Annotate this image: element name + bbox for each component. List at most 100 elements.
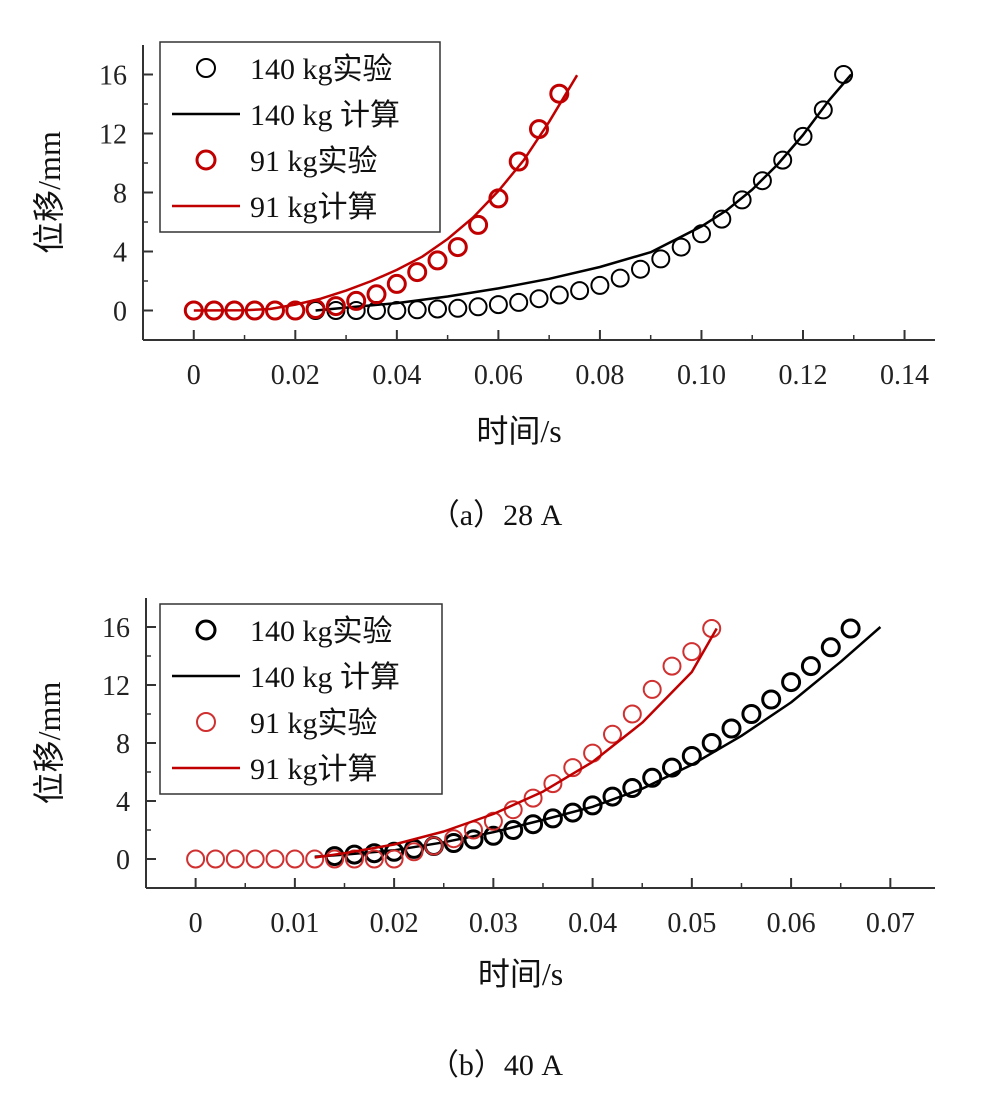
- data-point: [509, 292, 529, 312]
- data-point: [285, 300, 306, 321]
- data-point: [186, 849, 206, 869]
- data-point: [206, 849, 225, 869]
- data-point: [793, 126, 813, 146]
- data-point: [813, 100, 833, 120]
- x-tick-label: 0: [189, 908, 203, 939]
- data-point: [443, 833, 464, 853]
- data-point: [265, 849, 285, 869]
- data-point: [773, 150, 793, 170]
- legend-marker-swatch: [196, 58, 216, 78]
- data-point: [682, 642, 702, 662]
- data-point: [427, 250, 448, 271]
- data-point: [225, 849, 245, 869]
- data-point: [834, 65, 854, 84]
- x-tick-label: 0.10: [677, 360, 726, 391]
- data-point: [570, 281, 590, 301]
- data-point: [508, 151, 529, 172]
- data-point: [404, 842, 424, 862]
- data-point: [483, 825, 504, 846]
- figure-caption: （a）28 A: [430, 499, 563, 532]
- x-axis-label: 时间/s: [476, 413, 561, 449]
- chart-panel-a: 0 0.02 0.04 0.06 0.08 0.10 0.12 0.14 0 4 8 12 16 时间/s…: [31, 41, 935, 532]
- data-point: [741, 704, 762, 724]
- x-tick-label: 0.04: [568, 908, 617, 939]
- x-tick-label: 0.05: [667, 908, 716, 939]
- series-line: [193, 74, 579, 312]
- data-point: [444, 829, 464, 849]
- x-tick-label: 0.14: [880, 360, 929, 391]
- data-point: [583, 743, 603, 763]
- data-point: [631, 259, 650, 279]
- x-tick-label: 0.06: [767, 908, 816, 939]
- data-point: [840, 618, 861, 639]
- figure-caption: （b）40 A: [429, 1049, 563, 1082]
- data-point: [245, 849, 265, 869]
- data-point: [549, 83, 570, 104]
- data-point: [543, 774, 563, 794]
- data-point: [603, 724, 622, 744]
- legend-label: 140 kg实验: [250, 53, 393, 86]
- data-point: [800, 656, 821, 677]
- x-tick-label: 0.02: [370, 908, 419, 939]
- data-point: [662, 656, 682, 676]
- x-tick-label: 0.07: [866, 908, 915, 939]
- y-tick-label: 8: [116, 729, 130, 760]
- data-point: [424, 836, 444, 856]
- y-tick-label: 8: [113, 179, 127, 210]
- x-tick-label: 0.08: [575, 360, 624, 391]
- y-tick-label: 16: [102, 613, 130, 644]
- data-point: [285, 849, 305, 869]
- legend-marker-swatch: [195, 149, 217, 171]
- data-point: [549, 285, 569, 305]
- y-tick-label: 4: [116, 787, 130, 818]
- x-tick-label: 0.02: [271, 360, 320, 391]
- x-axis-label: 时间/s: [478, 956, 563, 992]
- data-point: [671, 237, 691, 257]
- legend-label: 91 kg实验: [250, 145, 378, 178]
- data-point: [692, 224, 711, 244]
- x-tick-label: 0.06: [474, 360, 523, 391]
- data-point: [488, 295, 508, 315]
- legend-box: [159, 603, 443, 795]
- y-tick-label: 4: [113, 238, 127, 269]
- data-point: [407, 262, 428, 283]
- legend-marker-swatch: [195, 619, 217, 641]
- data-point: [386, 273, 407, 294]
- data-point: [366, 284, 387, 305]
- data-point: [468, 297, 488, 317]
- data-point: [702, 619, 722, 638]
- data-point: [364, 849, 384, 869]
- y-axis-label: 位移/mm: [31, 682, 67, 805]
- legend-label: 91 kg实验: [250, 707, 378, 740]
- data-point: [562, 802, 583, 823]
- data-point: [407, 300, 427, 320]
- data-point: [447, 237, 468, 258]
- data-point: [582, 795, 603, 816]
- data-point: [468, 214, 489, 235]
- data-point: [265, 300, 285, 321]
- data-point: [428, 299, 447, 319]
- data-point: [761, 689, 782, 710]
- data-point: [346, 290, 367, 311]
- y-tick-label: 0: [113, 297, 127, 328]
- x-tick-label: 0.03: [469, 908, 518, 939]
- chart-panel-b: 0 0.01 0.02 0.03 0.04 0.05 0.06 0.07 0 4 8 12 16 时间/s…: [31, 598, 935, 1082]
- legend-label: 91 kg计算: [250, 753, 378, 786]
- legend-label: 140 kg 计算: [250, 99, 400, 132]
- series-line: [314, 627, 718, 859]
- data-point: [346, 301, 366, 320]
- data-point: [701, 733, 722, 753]
- x-tick-label: 0.04: [372, 360, 421, 391]
- y-tick-label: 12: [102, 671, 130, 702]
- data-point: [622, 704, 642, 724]
- series-line: [315, 73, 853, 312]
- legend-label: 91 kg计算: [250, 191, 378, 224]
- data-point: [820, 637, 841, 658]
- y-axis-label: 位移/mm: [31, 131, 67, 254]
- data-point: [642, 679, 662, 699]
- data-point: [325, 296, 346, 317]
- x-tick-label: 0: [187, 360, 201, 391]
- y-tick-label: 16: [99, 61, 127, 92]
- y-tick-label: 12: [99, 120, 127, 151]
